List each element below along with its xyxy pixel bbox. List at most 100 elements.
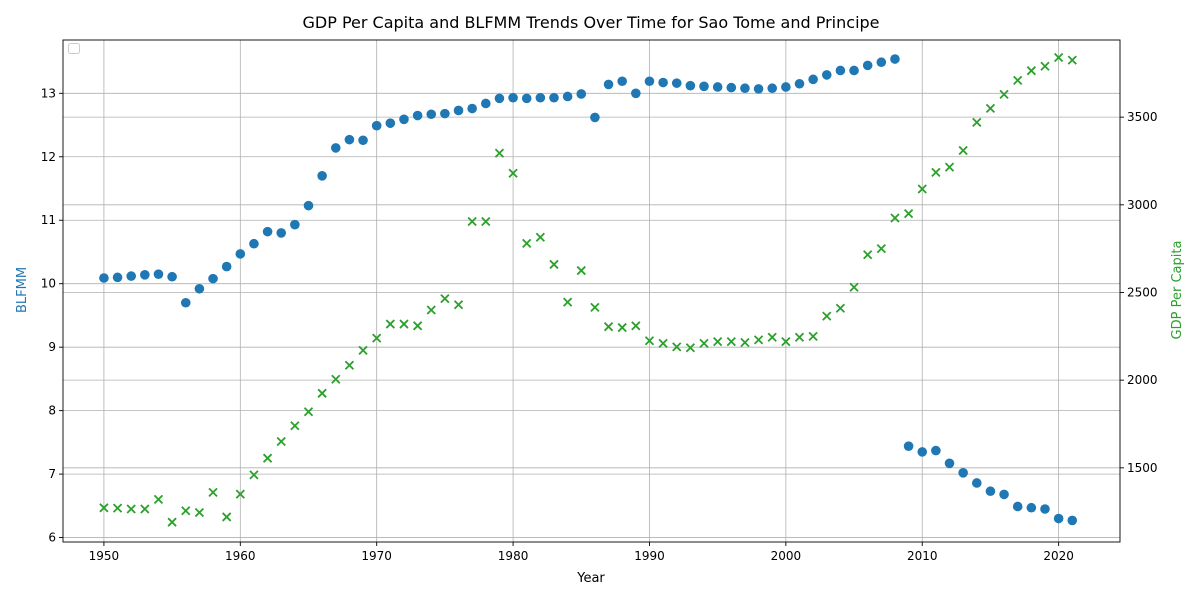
y-tick-label-right: 1500 [1127,461,1158,475]
blfmm-point [371,120,382,131]
x-tick-label: 1970 [361,549,392,563]
gdp-point [303,407,314,417]
blfmm-point [917,447,928,457]
gdp-point [726,336,736,347]
y-tick-label-right: 3000 [1127,198,1158,212]
gdp-point [740,337,750,348]
gdp-point [617,322,627,333]
gdp-point [972,117,982,128]
blfmm-point [1053,513,1064,524]
gdp-point [399,319,409,329]
blfmm-point [849,65,859,76]
gdp-point [262,453,273,463]
blfmm-point [890,54,900,64]
blfmm-point [740,83,750,94]
blfmm-point [753,84,764,94]
blfmm-point [999,489,1009,500]
gdp-point [767,332,777,342]
gdp-point [167,517,177,527]
gdp-point [372,333,382,343]
y-tick-label-left: 8 [48,404,56,418]
gdp-point [835,303,846,313]
gdp-point [112,503,123,513]
x-tick-label: 2000 [771,549,802,563]
gdp-point [603,322,614,332]
y-tick-label-right: 2000 [1127,373,1158,387]
gdp-point [685,343,696,353]
blfmm-point [194,283,205,294]
x-tick-label: 2020 [1043,549,1074,563]
blfmm-point [508,92,518,103]
blfmm-point [821,70,832,80]
blfmm-point [290,219,300,230]
y-tick-label-left: 12 [41,150,56,164]
y-tick-label-right: 2500 [1127,285,1158,299]
gdp-point [999,89,1009,99]
blfmm-point [303,200,314,211]
blfmm-point [1040,504,1050,514]
x-tick-label: 1960 [225,549,256,563]
gdp-point [453,300,464,310]
legend-box [68,43,80,54]
gdp-point [535,232,545,242]
gdp-point [467,216,477,227]
gdp-point [522,238,532,249]
blfmm-point [685,80,696,91]
gdp-point [713,336,723,347]
blfmm-point [931,445,941,456]
blfmm-point [344,134,355,145]
blfmm-point [494,93,505,104]
blfmm-point [876,57,887,68]
blfmm-point [467,103,477,114]
y-tick-label-left: 6 [48,531,56,545]
gdp-point [249,470,259,480]
blfmm-point [808,74,818,85]
gdp-point [440,293,450,304]
blfmm-point [1067,515,1078,526]
blfmm-point [562,91,573,102]
gdp-point [153,494,164,505]
x-tick-label: 1990 [634,549,665,563]
blfmm-point [453,105,464,116]
gdp-point [822,311,832,321]
blfmm-point [1026,502,1037,513]
blfmm-point [99,273,109,283]
blfmm-point [208,273,218,284]
gdp-point [208,487,218,498]
gdp-point [1067,55,1077,65]
blfmm-point [535,92,546,103]
blfmm-point [385,118,396,128]
gdp-point [358,345,368,355]
y-axis-label-left: BLFMM [15,267,30,313]
gdp-point [876,244,886,254]
gdp-point [181,506,191,516]
gdp-point [99,503,109,513]
gdp-point [1026,66,1036,76]
gdp-point [781,336,791,347]
blfmm-point [971,478,982,488]
gdp-point [549,259,559,270]
blfmm-point [617,76,627,87]
x-tick-label: 2010 [907,549,938,563]
blfmm-point [644,76,655,87]
blfmm-point [167,271,177,282]
blfmm-point [631,88,641,99]
gdp-point [344,360,355,370]
gdp-point [808,331,818,341]
gdp-point [699,338,709,348]
blfmm-point [603,79,614,90]
gdp-point [944,162,955,172]
y-axis-label-right: GDP Per Capita [1170,241,1185,340]
blfmm-point [180,297,191,308]
blfmm-point [358,135,368,146]
y-tick-label-left: 7 [48,467,56,481]
gdp-point [194,507,205,518]
gdp-point [1040,61,1050,71]
gdp-point [331,374,341,384]
blfmm-point [781,82,791,92]
gdp-point [631,321,641,331]
gdp-point [849,282,859,292]
gdp-point [562,297,573,307]
blfmm-point [726,82,737,93]
